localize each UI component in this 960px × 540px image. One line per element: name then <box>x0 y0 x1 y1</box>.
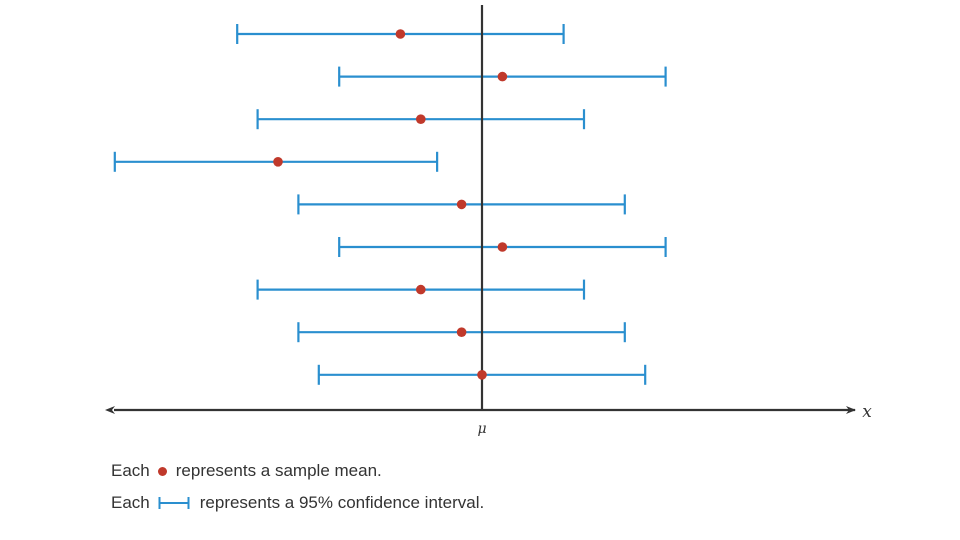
sample-mean-point <box>477 370 487 380</box>
legend-interval-text: represents a 95% confidence interval. <box>199 493 485 512</box>
sample-mean-point <box>456 327 467 338</box>
legend-mean-text: represents a sample mean. <box>175 461 382 480</box>
legend-interval-icon <box>158 495 190 511</box>
x-axis-label: x <box>862 402 872 422</box>
sample-mean-point <box>456 199 467 210</box>
sample-mean-point <box>416 284 426 295</box>
legend-each-word: Each <box>111 493 150 512</box>
legend-interval-line: Each represents a 95% confidence interva… <box>111 493 484 513</box>
legend-each-word: Each <box>111 461 150 480</box>
legend-dot-icon <box>150 461 176 481</box>
legend-mean-line: Each represents a sample mean. <box>111 461 382 481</box>
sample-mean-point <box>416 114 426 124</box>
sample-mean-point <box>497 242 508 252</box>
sample-mean-point <box>497 71 508 82</box>
sample-mean-point <box>273 157 283 167</box>
sample-mean-point <box>395 29 406 39</box>
mu-label: μ <box>477 421 486 437</box>
confidence-intervals <box>113 24 667 385</box>
